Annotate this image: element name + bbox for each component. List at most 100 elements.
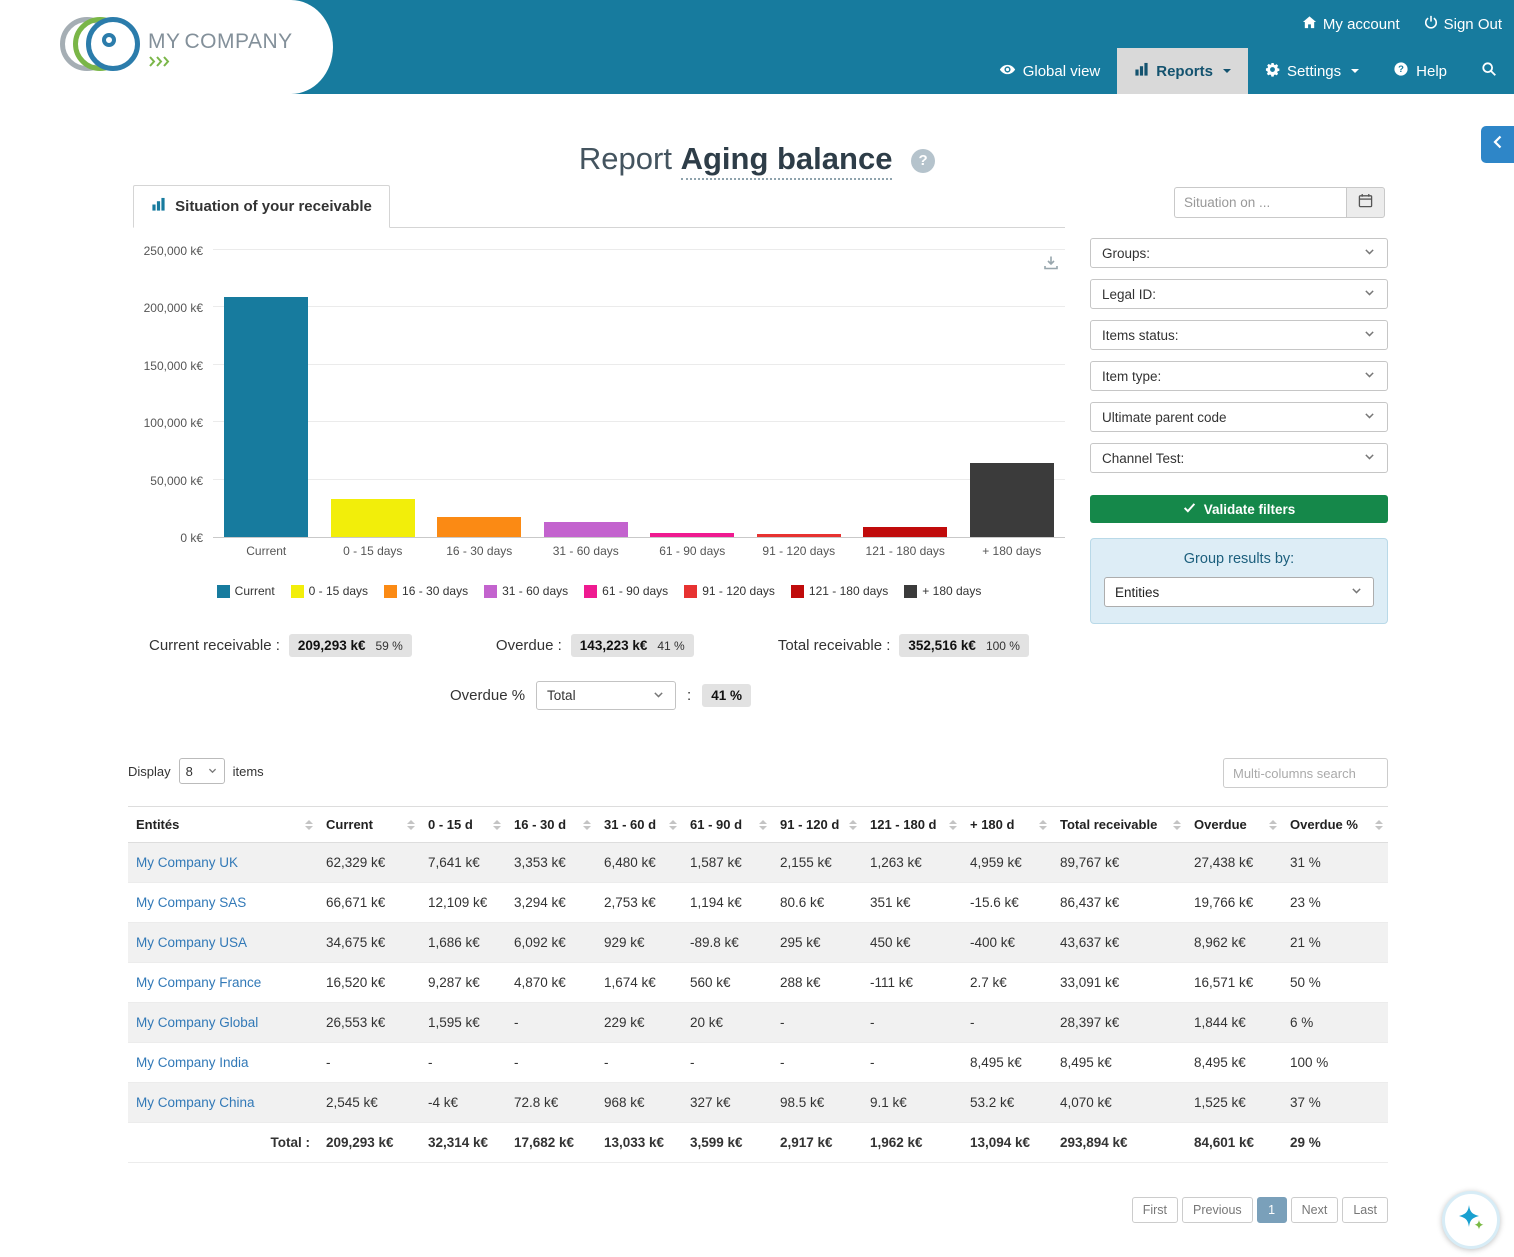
- table-cell: 100 %: [1282, 1042, 1388, 1083]
- column-header-16-30-d[interactable]: 16 - 30 d: [506, 806, 596, 843]
- table-cell: 12,109 k€: [420, 882, 506, 923]
- column-header-0-15-d[interactable]: 0 - 15 d: [420, 806, 506, 843]
- company-logo[interactable]: MY COMPANY: [0, 0, 333, 94]
- overdue-label: Overdue :: [495, 637, 562, 654]
- situation-on-input[interactable]: [1174, 187, 1346, 218]
- bar-16-30-days[interactable]: [437, 516, 522, 537]
- table-row-my-company-china: My Company China 2,545 k€ -4 k€ 72.8 k€ 968 …: [128, 1082, 1388, 1123]
- sort-icon: [1173, 819, 1181, 830]
- table-cell: 62,329 k€: [318, 842, 420, 883]
- title-help-icon[interactable]: ?: [911, 148, 936, 173]
- filter-dropdown-groups[interactable]: Groups:: [1090, 238, 1388, 268]
- legend-item-current[interactable]: Current: [216, 584, 275, 598]
- bar-180-days[interactable]: [969, 463, 1054, 537]
- bar-31-60-days[interactable]: [543, 521, 628, 537]
- bar-121-180-days[interactable]: [863, 527, 948, 537]
- pagination-next-button[interactable]: Next: [1290, 1197, 1339, 1223]
- legend-swatch: [290, 584, 304, 598]
- overdue-ratio-select[interactable]: Total: [536, 681, 677, 710]
- legend-item-16-30-days[interactable]: 16 - 30 days: [384, 584, 468, 598]
- legend-swatch: [216, 584, 230, 598]
- entity-link[interactable]: My Company France: [136, 975, 262, 990]
- bar-91-120-days[interactable]: [756, 533, 841, 537]
- column-header-180-d[interactable]: + 180 d: [962, 806, 1052, 843]
- legend-item-61-90-days[interactable]: 61 - 90 days: [584, 584, 668, 598]
- chat-widget-button[interactable]: [1442, 1191, 1500, 1249]
- entity-link[interactable]: My Company Global: [136, 1015, 259, 1030]
- bar-0-15-days[interactable]: [330, 499, 415, 537]
- pagination-first-button[interactable]: First: [1131, 1197, 1179, 1223]
- legend-item-0-15-days[interactable]: 0 - 15 days: [290, 584, 368, 598]
- overdue-ratio-badge: 41 %: [702, 684, 751, 707]
- legend-item-180-days[interactable]: + 180 days: [904, 584, 981, 598]
- table-cell: 89,767 k€: [1052, 842, 1186, 883]
- column-header-121-180-d[interactable]: 121 - 180 d: [862, 806, 962, 843]
- chart-plot-area: [213, 249, 1065, 538]
- column-header-61-90-d[interactable]: 61 - 90 d: [682, 806, 772, 843]
- filter-dropdown-label: Items status:: [1102, 327, 1179, 343]
- legend-label: 91 - 120 days: [702, 584, 775, 598]
- legend-item-121-180-days[interactable]: 121 - 180 days: [790, 584, 888, 598]
- table-cell: 2.7 k€: [962, 962, 1052, 1003]
- column-header-current[interactable]: Current: [318, 806, 420, 843]
- x-axis-label: 121 - 180 days: [865, 544, 945, 558]
- column-header-entites[interactable]: Entités: [128, 806, 318, 843]
- table-cell: 53.2 k€: [962, 1082, 1052, 1123]
- chart-download-icon[interactable]: [1043, 255, 1059, 276]
- column-header-total-receivable[interactable]: Total receivable: [1052, 806, 1186, 843]
- column-header-overdue[interactable]: Overdue: [1186, 806, 1282, 843]
- sign-out-link[interactable]: Sign Out: [1424, 15, 1502, 33]
- nav-reports[interactable]: Reports: [1117, 48, 1248, 94]
- filter-dropdown-label: Item type:: [1102, 368, 1162, 384]
- calendar-icon: [1358, 193, 1373, 213]
- x-axis-label: 91 - 120 days: [762, 544, 836, 558]
- legend-item-91-120-days[interactable]: 91 - 120 days: [684, 584, 775, 598]
- entity-link[interactable]: My Company SAS: [136, 895, 247, 910]
- page-title-main: Aging balance: [680, 140, 893, 180]
- nav-search-button[interactable]: [1464, 48, 1514, 94]
- filter-dropdown-legal-id[interactable]: Legal ID:: [1090, 279, 1388, 309]
- filter-dropdown-ultimate-parent-code[interactable]: Ultimate parent code: [1090, 402, 1388, 432]
- sidebar-collapse-button[interactable]: [1481, 126, 1514, 163]
- my-account-link[interactable]: My account: [1302, 15, 1400, 34]
- bar-61-90-days[interactable]: [650, 532, 735, 537]
- display-count-select[interactable]: 8: [178, 758, 225, 784]
- tab-situation-of-your-receivable[interactable]: Situation of your receivable: [133, 185, 390, 228]
- group-by-select[interactable]: Entities: [1104, 577, 1374, 607]
- column-header-91-120-d[interactable]: 91 - 120 d: [772, 806, 862, 843]
- filter-dropdown-items-status[interactable]: Items status:: [1090, 320, 1388, 350]
- table-row-my-company-france: My Company France 16,520 k€ 9,287 k€ 4,870 …: [128, 962, 1388, 1003]
- entity-link[interactable]: My Company USA: [136, 935, 248, 950]
- table-cell: 9,287 k€: [420, 962, 506, 1003]
- pagination-last-button[interactable]: Last: [1342, 1197, 1388, 1223]
- nav-label: Reports: [1156, 62, 1213, 80]
- calendar-button[interactable]: [1346, 187, 1385, 218]
- column-header-overdue[interactable]: Overdue %: [1282, 806, 1388, 843]
- group-by-value: Entities: [1115, 584, 1160, 600]
- y-axis-tick: 250,000 k€: [143, 244, 203, 258]
- pagination-1-button[interactable]: 1: [1256, 1197, 1287, 1223]
- top-navigation-bar: My account Sign Out Global view Reports …: [0, 0, 1514, 94]
- overdue-summary: Overdue : 143,223 k€ 41 %: [496, 634, 694, 657]
- pagination-previous-button[interactable]: Previous: [1182, 1197, 1253, 1223]
- filter-dropdown-item-type[interactable]: Item type:: [1090, 361, 1388, 391]
- bar-current[interactable]: [224, 296, 309, 537]
- column-header-label: + 180 d: [970, 817, 1015, 832]
- multi-columns-search-input[interactable]: [1223, 758, 1388, 788]
- legend-item-31-60-days[interactable]: 31 - 60 days: [484, 584, 568, 598]
- entity-link[interactable]: My Company UK: [136, 855, 239, 870]
- validate-filters-button[interactable]: Validate filters: [1090, 495, 1388, 523]
- nav-global-view[interactable]: Global view: [982, 48, 1118, 94]
- nav-settings[interactable]: Settings: [1248, 48, 1376, 94]
- table-cell: 66,671 k€: [318, 882, 420, 923]
- column-header-31-60-d[interactable]: 31 - 60 d: [596, 806, 682, 843]
- entity-link[interactable]: My Company China: [136, 1095, 255, 1110]
- entity-cell: My Company Global: [128, 1002, 318, 1043]
- entity-link[interactable]: My Company India: [136, 1055, 249, 1070]
- table-cell: 9.1 k€: [862, 1082, 962, 1123]
- table-header-row: Entités Current 0 - 15 d 16 - 30 d 31 - 60 d…: [128, 806, 1388, 843]
- x-axis-label: Current: [246, 544, 287, 558]
- eye-icon: [999, 61, 1016, 82]
- filter-dropdown-channel-test[interactable]: Channel Test:: [1090, 443, 1388, 473]
- nav-help[interactable]: ? Help: [1376, 48, 1464, 94]
